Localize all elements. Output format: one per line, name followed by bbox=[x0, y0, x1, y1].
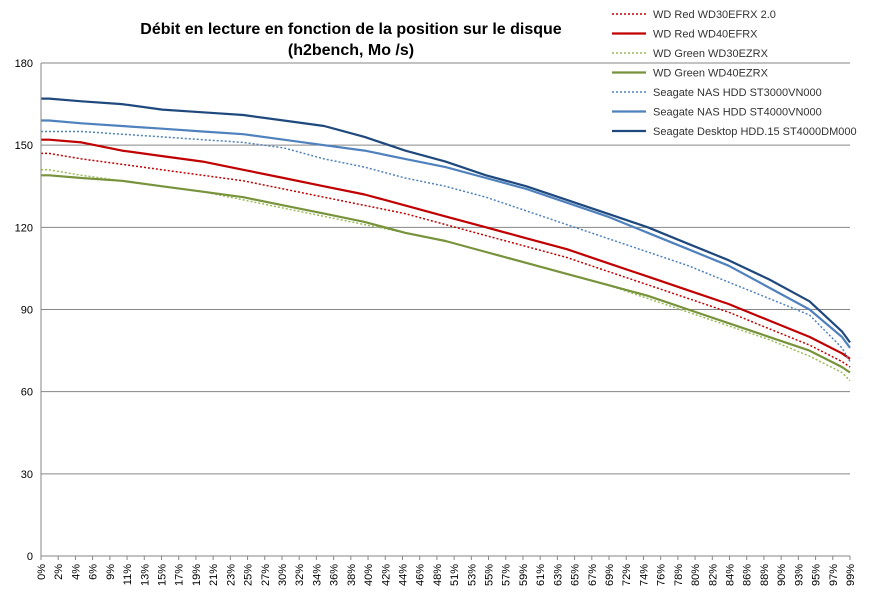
x-axis-ticks: 0% 2% 4% 6% 9% 11% 13% 15% 17% 19% 21% 23% 25% 27% 30%… bbox=[36, 556, 857, 586]
x-tick-label: 84% bbox=[725, 564, 737, 586]
x-tick-label: 97% bbox=[828, 564, 840, 586]
x-tick-label: 72% bbox=[621, 564, 633, 586]
x-tick-label: 69% bbox=[604, 564, 616, 586]
x-tick-label: 76% bbox=[656, 564, 668, 586]
x-tick-label: 90% bbox=[776, 564, 788, 586]
chart-subtitle: (h2bench, Mo /s) bbox=[288, 42, 414, 59]
x-tick-label: 23% bbox=[225, 564, 237, 586]
y-tick-label: 0 bbox=[27, 551, 33, 563]
x-tick-label: 19% bbox=[191, 564, 203, 586]
x-tick-label: 4% bbox=[70, 564, 82, 580]
legend-label: Seagate NAS HDD ST4000VN000 bbox=[653, 107, 822, 119]
y-tick-label: 30 bbox=[21, 469, 33, 481]
x-tick-label: 21% bbox=[208, 564, 220, 586]
x-tick-label: 42% bbox=[380, 564, 392, 586]
legend-label: Seagate Desktop HDD.15 ST4000DM000 bbox=[653, 126, 857, 138]
x-tick-label: 15% bbox=[156, 564, 168, 586]
x-tick-label: 2% bbox=[53, 564, 65, 580]
x-tick-label: 25% bbox=[243, 564, 255, 586]
series-line-4 bbox=[41, 174, 851, 374]
x-tick-label: 34% bbox=[311, 564, 323, 586]
y-tick-label: 180 bbox=[15, 58, 33, 70]
y-tick-label: 60 bbox=[21, 387, 33, 399]
x-tick-label: 88% bbox=[759, 564, 771, 586]
series-line-7 bbox=[41, 97, 851, 344]
legend-label: WD Green WD30EZRX bbox=[653, 48, 769, 60]
x-tick-label: 30% bbox=[277, 564, 289, 586]
x-tick-label: 44% bbox=[397, 564, 409, 586]
x-tick-label: 67% bbox=[587, 564, 599, 586]
legend-label: WD Red WD30EFRX 2.0 bbox=[653, 9, 776, 21]
axes bbox=[40, 63, 850, 557]
x-tick-label: 46% bbox=[415, 564, 427, 586]
x-tick-label: 53% bbox=[466, 564, 478, 586]
x-tick-label: 65% bbox=[570, 564, 582, 586]
x-tick-label: 38% bbox=[346, 564, 358, 586]
x-tick-label: 55% bbox=[484, 564, 496, 586]
x-tick-label: 0% bbox=[36, 564, 48, 580]
chart-title: Débit en lecture en fonction de la posit… bbox=[140, 21, 561, 38]
x-tick-label: 6% bbox=[88, 564, 100, 580]
x-tick-label: 82% bbox=[707, 564, 719, 586]
x-tick-label: 40% bbox=[363, 564, 375, 586]
x-tick-label: 63% bbox=[552, 564, 564, 586]
x-tick-label: 78% bbox=[673, 564, 685, 586]
x-tick-label: 48% bbox=[432, 564, 444, 586]
x-tick-label: 95% bbox=[811, 564, 823, 586]
x-tick-label: 86% bbox=[742, 564, 754, 586]
series-lines bbox=[41, 97, 851, 382]
series-line-1 bbox=[41, 152, 851, 368]
y-tick-label: 120 bbox=[15, 222, 33, 234]
x-tick-label: 27% bbox=[260, 564, 272, 586]
x-tick-label: 59% bbox=[518, 564, 530, 586]
x-tick-label: 36% bbox=[329, 564, 341, 586]
y-tick-label: 90 bbox=[21, 305, 33, 317]
series-line-5 bbox=[41, 130, 851, 362]
x-tick-label: 11% bbox=[122, 564, 134, 585]
x-tick-label: 51% bbox=[449, 564, 461, 586]
legend-label: WD Red WD40EFRX bbox=[653, 29, 758, 41]
y-tick-label: 150 bbox=[15, 140, 33, 152]
x-tick-label: 9% bbox=[105, 564, 117, 580]
x-tick-label: 17% bbox=[174, 564, 186, 586]
y-axis-ticks: 0 30 60 90 120 150 180 bbox=[15, 58, 33, 563]
x-tick-label: 57% bbox=[501, 564, 513, 586]
x-tick-label: 99% bbox=[845, 564, 857, 586]
x-tick-label: 13% bbox=[139, 564, 151, 586]
x-tick-label: 80% bbox=[690, 564, 702, 586]
legend-label: WD Green WD40EZRX bbox=[653, 68, 769, 80]
series-line-2 bbox=[41, 138, 851, 360]
legend: WD Red WD30EFRX 2.0 WD Red WD40EFRX WD Gre… bbox=[612, 9, 857, 138]
x-tick-label: 93% bbox=[793, 564, 805, 586]
x-tick-label: 61% bbox=[535, 564, 547, 586]
legend-label: Seagate NAS HDD ST3000VN000 bbox=[653, 87, 822, 99]
series-line-6 bbox=[41, 119, 851, 349]
x-tick-label: 74% bbox=[638, 564, 650, 586]
x-tick-label: 32% bbox=[294, 564, 306, 586]
